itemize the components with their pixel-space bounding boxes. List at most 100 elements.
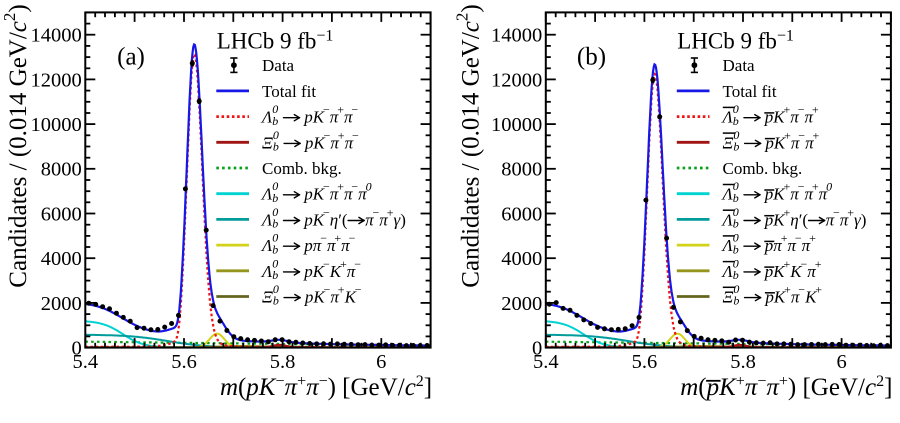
svg-text:]: ] <box>424 374 432 401</box>
svg-text:Ξ: Ξ <box>723 288 734 307</box>
svg-text:K: K <box>312 108 326 127</box>
svg-text:0: 0 <box>733 179 739 193</box>
svg-text:2: 2 <box>876 373 884 390</box>
svg-text:π: π <box>791 133 800 152</box>
svg-text:10000: 10000 <box>31 114 82 136</box>
svg-text:4000: 4000 <box>501 248 542 270</box>
svg-text:Candidates / (0.014 GeV/: Candidates / (0.014 GeV/ <box>458 32 485 288</box>
svg-text:−: − <box>798 103 805 117</box>
svg-text:−: − <box>795 231 802 245</box>
svg-text:π: π <box>790 108 799 127</box>
svg-text:−: − <box>798 180 805 194</box>
svg-text:−: − <box>352 128 359 142</box>
svg-text:′(: ′( <box>338 210 348 229</box>
svg-text:π: π <box>819 185 828 204</box>
svg-text:−: − <box>276 373 285 390</box>
svg-text:0: 0 <box>273 282 279 296</box>
svg-text:0: 0 <box>733 128 739 142</box>
svg-text:Total fit: Total fit <box>262 82 316 101</box>
svg-text:5.6: 5.6 <box>171 351 197 373</box>
svg-text:−: − <box>798 128 805 142</box>
svg-text:−: − <box>319 373 328 390</box>
svg-text:π: π <box>347 262 356 281</box>
svg-text:−1: −1 <box>777 28 794 45</box>
svg-text:K: K <box>258 374 277 401</box>
svg-text:+: + <box>784 283 791 297</box>
svg-text:12000: 12000 <box>31 69 82 91</box>
svg-text:π: π <box>773 236 782 255</box>
svg-text:K: K <box>312 288 326 307</box>
svg-text:c: c <box>458 21 485 32</box>
svg-text:Λ: Λ <box>721 236 734 255</box>
svg-text:−: − <box>354 257 361 271</box>
svg-text:Data: Data <box>723 56 756 75</box>
svg-text:Λ: Λ <box>260 262 273 281</box>
svg-text:0: 0 <box>72 338 82 360</box>
svg-text:Λ: Λ <box>260 210 273 229</box>
svg-text:K: K <box>344 288 358 307</box>
svg-text:K: K <box>804 288 818 307</box>
svg-text:π: π <box>791 288 800 307</box>
svg-text:p: p <box>764 108 774 127</box>
svg-text:π: π <box>788 236 797 255</box>
svg-text:Λ: Λ <box>721 185 734 204</box>
svg-text:K: K <box>773 288 787 307</box>
svg-text:) [GeV/: ) [GeV/ <box>328 374 405 401</box>
svg-text:Λ: Λ <box>721 262 734 281</box>
svg-text:): ) <box>458 4 485 12</box>
svg-text:): ) <box>861 210 867 229</box>
svg-text:Λ: Λ <box>260 108 273 127</box>
svg-text:p: p <box>705 374 720 401</box>
svg-text:π: π <box>330 133 339 152</box>
svg-text:m: m <box>680 374 698 401</box>
svg-text:+: + <box>338 283 345 297</box>
svg-text:b: b <box>272 114 278 128</box>
svg-text:K: K <box>772 185 786 204</box>
svg-text:(: ( <box>698 374 706 401</box>
svg-text:b: b <box>272 268 278 282</box>
svg-text:+: + <box>813 128 820 142</box>
svg-text:π: π <box>805 133 814 152</box>
svg-text:2000: 2000 <box>501 293 542 315</box>
svg-text:π: π <box>344 185 353 204</box>
svg-text:5.6: 5.6 <box>632 351 658 373</box>
svg-text:p: p <box>303 262 313 281</box>
svg-text:γ: γ <box>394 210 402 229</box>
svg-text:5.8: 5.8 <box>270 351 296 373</box>
svg-text:π: π <box>365 210 374 229</box>
svg-text:Candidates / (0.014 GeV/: Candidates / (0.014 GeV/ <box>5 32 32 288</box>
svg-text:Data: Data <box>262 56 295 75</box>
svg-text:0: 0 <box>733 205 739 219</box>
svg-text:−: − <box>320 231 327 245</box>
svg-text:π: π <box>790 185 799 204</box>
svg-text:−: − <box>349 231 356 245</box>
svg-text:+: + <box>387 205 394 219</box>
svg-text:Ξ: Ξ <box>723 133 734 152</box>
svg-text:+: + <box>337 180 344 194</box>
svg-text:0: 0 <box>272 205 278 219</box>
svg-text:5.4: 5.4 <box>72 351 98 373</box>
svg-text:0: 0 <box>272 231 278 245</box>
svg-text:π: π <box>840 210 849 229</box>
svg-text:2: 2 <box>416 373 424 390</box>
svg-text:−: − <box>798 283 805 297</box>
svg-text:η: η <box>790 210 798 229</box>
svg-text:) [GeV/: ) [GeV/ <box>788 374 865 401</box>
svg-text:b: b <box>733 217 739 231</box>
svg-text:K: K <box>772 108 786 127</box>
svg-text:K: K <box>772 210 786 229</box>
svg-text:−: − <box>355 283 362 297</box>
svg-text:π: π <box>826 210 835 229</box>
svg-text:+: + <box>784 205 791 219</box>
svg-text:π: π <box>330 185 339 204</box>
svg-text:Comb. bkg.: Comb. bkg. <box>262 159 342 178</box>
svg-text:K: K <box>772 262 786 281</box>
svg-text:−: − <box>373 205 380 219</box>
svg-text:η: η <box>330 210 338 229</box>
svg-text:π: π <box>285 374 299 401</box>
svg-text:−: − <box>801 257 808 271</box>
svg-text:p: p <box>304 288 314 307</box>
svg-text:p: p <box>303 185 313 204</box>
svg-text:8000: 8000 <box>41 159 82 181</box>
svg-text:K: K <box>312 133 326 152</box>
